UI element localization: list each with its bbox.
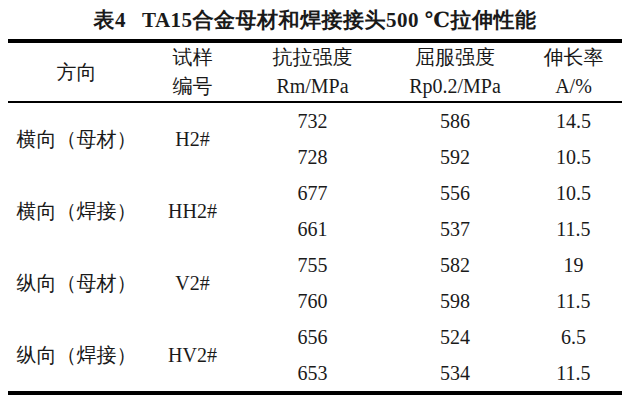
header-line: 编号	[145, 72, 240, 101]
cell-direction: 纵向（焊接）	[8, 319, 145, 393]
table-row: 横向（焊接） HH2# 677 556 10.5	[8, 175, 622, 211]
table-row: 纵向（母材） V2# 755 582 19	[8, 247, 622, 283]
cell-yield-strength: 582	[385, 247, 525, 283]
col-header-yield-strength: 屈服强度 Rp0.2/MPa	[385, 41, 525, 102]
table-body: 横向（母材） H2# 732 586 14.5 728 592 10.5 横向（…	[8, 102, 622, 393]
header-line: 试样	[145, 43, 240, 72]
cell-direction: 横向（母材）	[8, 102, 145, 175]
cell-yield-strength: 598	[385, 283, 525, 319]
cell-sample-id: V2#	[145, 247, 240, 319]
cell-elongation: 11.5	[525, 283, 622, 319]
cell-yield-strength: 592	[385, 139, 525, 175]
col-header-sample-id: 试样 编号	[145, 41, 240, 102]
cell-yield-strength: 537	[385, 211, 525, 247]
header-unit: Rp0.2/MPa	[385, 72, 525, 101]
cell-tensile-strength: 661	[240, 211, 385, 247]
cell-tensile-strength: 677	[240, 175, 385, 211]
col-header-direction: 方向	[8, 41, 145, 102]
table-row: 纵向（焊接） HV2# 656 524 6.5	[8, 319, 622, 355]
cell-elongation: 19	[525, 247, 622, 283]
cell-sample-id: H2#	[145, 102, 240, 175]
cell-yield-strength: 556	[385, 175, 525, 211]
header-line: 伸长率	[525, 43, 622, 72]
cell-yield-strength: 586	[385, 102, 525, 139]
table-number: 表4	[93, 6, 126, 34]
tensile-properties-table: 方向 试样 编号 抗拉强度 Rm/MPa 屈服强度 Rp0.2/MPa 伸长率 …	[8, 39, 622, 395]
cell-sample-id: HH2#	[145, 175, 240, 247]
table-caption: 表4 TA15合金母材和焊接接头500 ℃拉伸性能	[8, 0, 622, 39]
header-line: 抗拉强度	[240, 43, 385, 72]
header-row: 方向 试样 编号 抗拉强度 Rm/MPa 屈服强度 Rp0.2/MPa 伸长率 …	[8, 41, 622, 102]
cell-elongation: 6.5	[525, 319, 622, 355]
table-row: 横向（母材） H2# 732 586 14.5	[8, 102, 622, 139]
cell-tensile-strength: 656	[240, 319, 385, 355]
col-header-elongation: 伸长率 A/%	[525, 41, 622, 102]
cell-tensile-strength: 728	[240, 139, 385, 175]
cell-elongation: 10.5	[525, 139, 622, 175]
cell-sample-id: HV2#	[145, 319, 240, 393]
table-header: 方向 试样 编号 抗拉强度 Rm/MPa 屈服强度 Rp0.2/MPa 伸长率 …	[8, 41, 622, 102]
cell-tensile-strength: 653	[240, 355, 385, 393]
header-line: 屈服强度	[385, 43, 525, 72]
cell-yield-strength: 524	[385, 319, 525, 355]
header-line: 方向	[8, 58, 145, 87]
cell-tensile-strength: 760	[240, 283, 385, 319]
header-unit: Rm/MPa	[240, 72, 385, 101]
cell-elongation: 11.5	[525, 355, 622, 393]
header-unit: A/%	[525, 72, 622, 101]
col-header-tensile-strength: 抗拉强度 Rm/MPa	[240, 41, 385, 102]
cell-direction: 横向（焊接）	[8, 175, 145, 247]
cell-elongation: 14.5	[525, 102, 622, 139]
table-title-text: TA15合金母材和焊接接头500 ℃拉伸性能	[142, 6, 537, 34]
cell-elongation: 11.5	[525, 211, 622, 247]
cell-tensile-strength: 732	[240, 102, 385, 139]
cell-direction: 纵向（母材）	[8, 247, 145, 319]
cell-yield-strength: 534	[385, 355, 525, 393]
cell-tensile-strength: 755	[240, 247, 385, 283]
paper-table-figure: 表4 TA15合金母材和焊接接头500 ℃拉伸性能 方向 试样 编号 抗拉强度	[0, 0, 629, 407]
cell-elongation: 10.5	[525, 175, 622, 211]
